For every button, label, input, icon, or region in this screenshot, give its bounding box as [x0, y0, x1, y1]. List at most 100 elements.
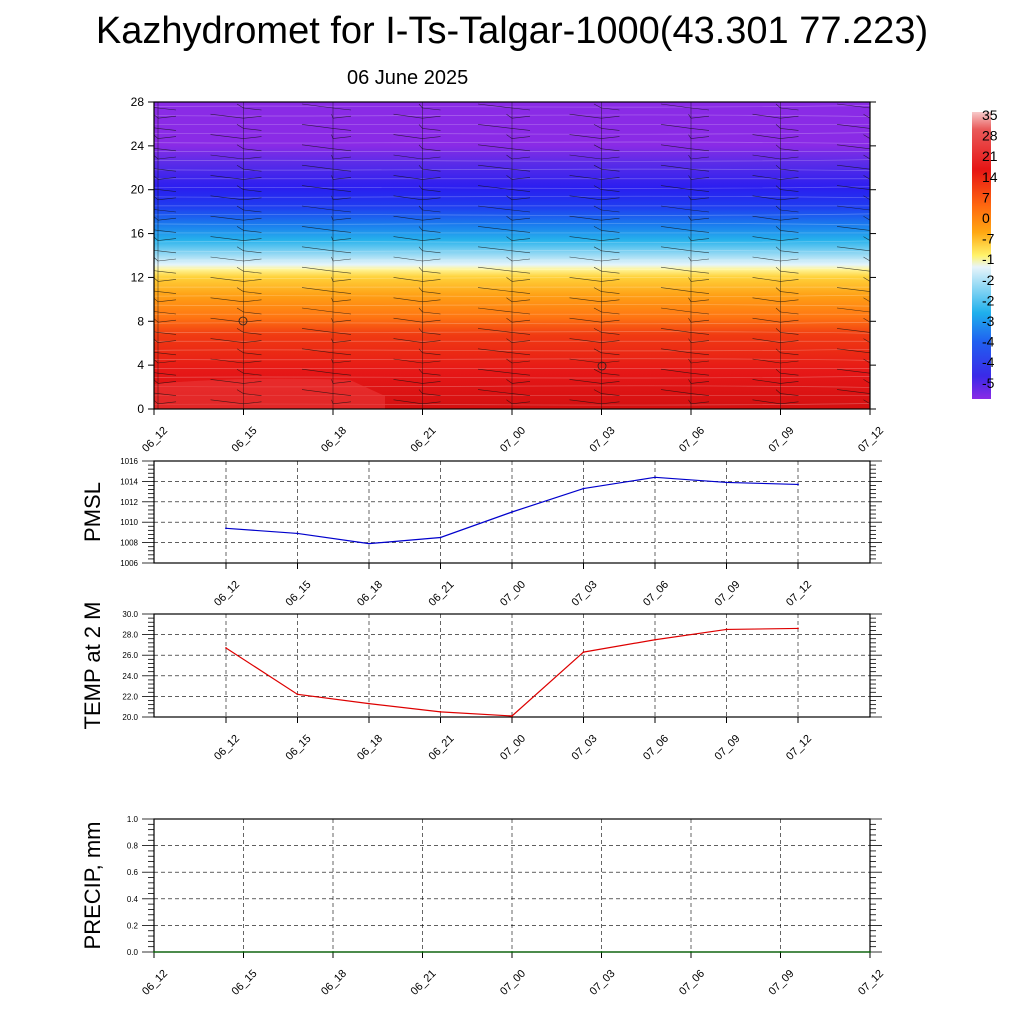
wind-barb — [422, 299, 441, 303]
wind-barb — [690, 197, 710, 201]
wind-barb — [690, 401, 710, 405]
wind-barb — [869, 332, 870, 333]
x-tick-label: 07_12 — [784, 733, 814, 763]
wind-barb — [422, 238, 441, 241]
wind-barb — [601, 270, 620, 274]
wind-barb — [511, 115, 531, 119]
wind-barb — [393, 297, 423, 303]
wind-barb — [690, 209, 710, 213]
x-tick-label: 06_15 — [284, 733, 314, 763]
wind-barb — [660, 164, 692, 170]
wind-barb — [593, 226, 602, 231]
x-tick-label: 07_00 — [498, 733, 528, 763]
wind-barb — [775, 226, 781, 231]
wind-barb — [418, 267, 423, 272]
wind-barb — [869, 393, 870, 394]
wind-barb — [422, 197, 441, 201]
wind-barb — [506, 175, 513, 180]
wind-barb — [506, 215, 513, 221]
wind-barb — [477, 368, 513, 374]
y-tick-label: 1016 — [120, 457, 138, 466]
calm-marker — [238, 316, 248, 326]
wind-barb — [593, 266, 602, 272]
colorbar-label: 21 — [982, 148, 998, 164]
wind-barb — [836, 144, 870, 150]
wind-barb — [422, 311, 441, 315]
wind-barb — [422, 168, 441, 172]
wind-barb — [332, 128, 352, 131]
wind-barb — [780, 238, 799, 241]
wind-barb — [210, 175, 244, 180]
wind-barb — [422, 291, 441, 294]
wind-barb — [836, 348, 870, 354]
wind-barb — [243, 372, 262, 376]
wind-barb — [690, 250, 710, 254]
wind-barb — [511, 136, 531, 139]
data-point — [511, 511, 513, 513]
y-tick-label: 8 — [137, 314, 144, 328]
wind-barb — [236, 266, 244, 272]
x-tick-label: 06_21 — [409, 968, 439, 998]
wind-barb — [210, 215, 244, 221]
wind-barb — [601, 177, 620, 180]
wind-barb — [236, 389, 244, 394]
x-tick-label: 07_00 — [498, 579, 528, 609]
wind-barb — [422, 319, 441, 323]
wind-barb — [422, 332, 441, 335]
wind-barb — [332, 217, 352, 221]
wind-barb — [688, 318, 692, 323]
colorbar: 35 28 21 14 7 0 -7 -1 -2 -2 -3 -4 -4 -5 — [972, 107, 998, 399]
wind-barb — [331, 195, 334, 200]
wind-barb — [332, 381, 352, 384]
wind-barb — [836, 328, 870, 333]
wind-barb — [236, 226, 244, 231]
wind-barb — [780, 340, 799, 343]
wind-barb — [393, 215, 423, 221]
data-point — [869, 951, 871, 953]
x-tick-label: 07_06 — [641, 579, 671, 609]
wind-barb — [331, 114, 334, 119]
wind-barb — [780, 311, 799, 315]
wind-barb — [210, 113, 244, 119]
wind-barb — [157, 360, 177, 364]
wind-barb — [301, 124, 334, 129]
wind-barb — [601, 332, 620, 335]
wind-barb — [418, 205, 423, 211]
wind-barb — [780, 279, 799, 282]
wind-barb — [752, 256, 781, 262]
wind-barb — [863, 277, 870, 282]
wind-barb — [157, 319, 177, 323]
wind-barb — [236, 328, 244, 333]
x-tick-label: 06_12 — [212, 579, 242, 609]
wind-barb — [301, 246, 334, 252]
x-tick-label: 06_18 — [319, 425, 349, 455]
wind-barb — [332, 352, 352, 356]
wind-barb — [688, 114, 692, 119]
wind-barb — [332, 311, 352, 315]
wind-barb — [210, 154, 244, 160]
wind-barb — [836, 226, 870, 231]
wind-barb — [236, 185, 244, 190]
wind-barb — [660, 307, 692, 313]
isotherm-line — [154, 358, 870, 361]
y-axis-title: PMSL — [80, 482, 105, 542]
wind-barb — [157, 177, 177, 180]
wind-barb — [332, 258, 352, 262]
wind-barb — [780, 258, 799, 262]
y-tick-label: 0.2 — [127, 921, 139, 930]
wind-barb — [477, 144, 513, 150]
wind-barb — [569, 379, 602, 384]
wind-barb — [688, 277, 692, 282]
wind-barb — [511, 258, 531, 262]
wind-barb — [836, 205, 870, 211]
wind-barb — [332, 401, 352, 405]
wind-barb — [506, 256, 513, 262]
wind-barb — [690, 177, 710, 180]
wind-barb — [775, 348, 781, 354]
wind-barb — [869, 179, 870, 180]
data-point — [296, 693, 299, 696]
wind-barb — [752, 399, 781, 405]
wind-barb — [688, 379, 692, 384]
wind-barb — [243, 217, 262, 221]
x-tick-label: 07_09 — [713, 579, 743, 609]
